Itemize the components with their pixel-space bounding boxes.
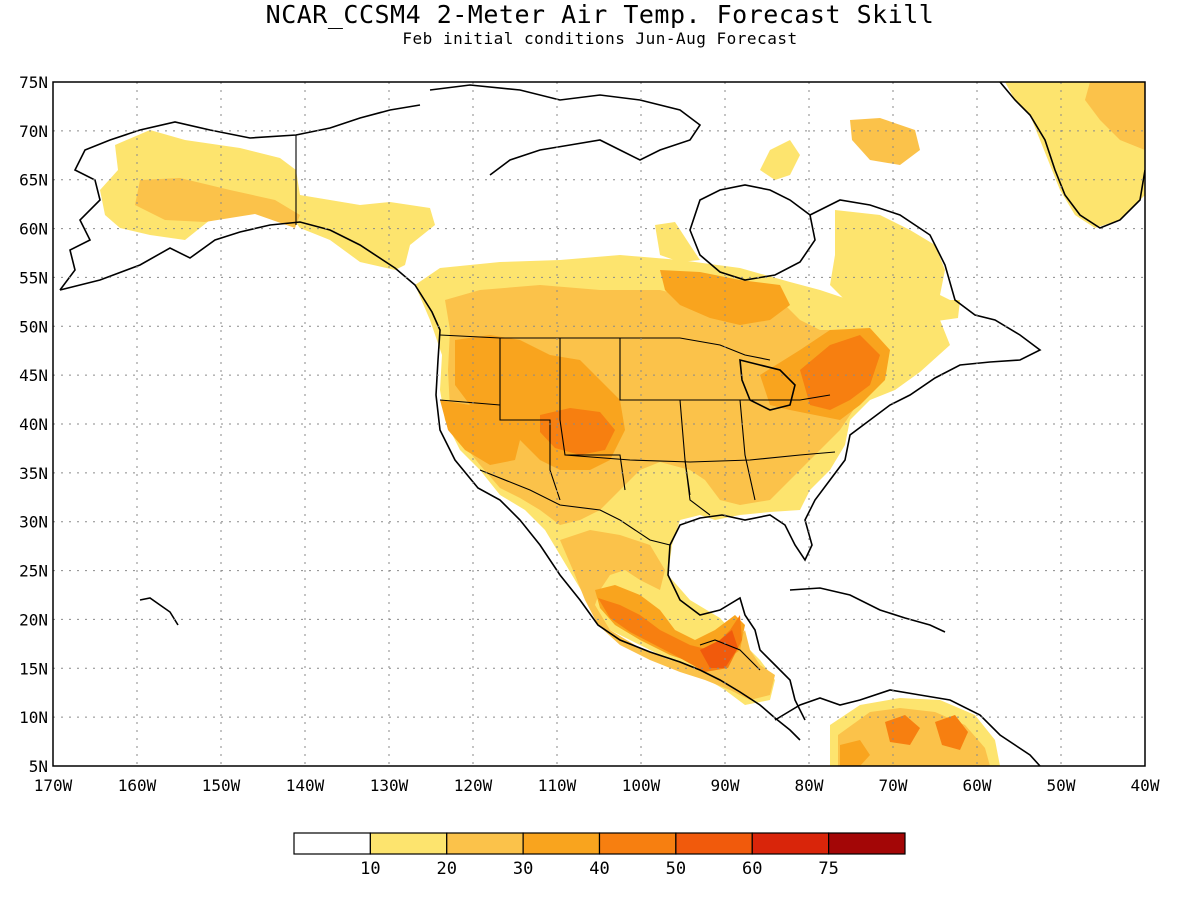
lon-tick-label: 150W: [202, 776, 241, 795]
longitude-axis: 170W 160W 150W 140W 130W 120W 110W 100W 90W 80W 70…: [34, 776, 1160, 795]
colorbar-swatch: [828, 832, 906, 855]
colorbar-swatch: [598, 832, 677, 855]
lat-tick-label: 35N: [19, 464, 48, 483]
skill-region-level-2: [760, 140, 800, 180]
lat-tick-label: 10N: [19, 708, 48, 727]
gridlines: [53, 82, 1145, 766]
skill-region-level-3: [850, 118, 920, 165]
lat-tick-label: 15N: [19, 659, 48, 678]
skill-region-level-3: [135, 178, 300, 228]
lat-tick-label: 50N: [19, 317, 48, 336]
colorbar-label: 60: [742, 859, 762, 879]
skill-region-level-3: [560, 530, 775, 700]
colorbar-swatch: [522, 832, 601, 855]
lon-tick-label: 170W: [34, 776, 73, 795]
colorbar-swatch: [446, 832, 524, 855]
colorbar-label: 50: [666, 859, 686, 879]
lat-tick-label: 40N: [19, 415, 48, 434]
lon-tick-label: 70W: [879, 776, 908, 795]
skill-region-level-5: [935, 715, 968, 750]
lat-tick-label: 75N: [19, 73, 48, 92]
lon-tick-label: 40W: [1131, 776, 1160, 795]
lat-tick-label: 25N: [19, 562, 48, 581]
coastlines: [59, 82, 1145, 766]
chart-title: NCAR_CCSM4 2-Meter Air Temp. Forecast Sk…: [265, 0, 935, 29]
lat-tick-label: 65N: [19, 171, 48, 190]
skill-region-level-4: [595, 585, 745, 665]
lon-tick-label: 130W: [370, 776, 409, 795]
lon-tick-label: 120W: [454, 776, 493, 795]
lon-tick-label: 100W: [622, 776, 661, 795]
colorbar-swatch: [751, 832, 830, 855]
colorbar-label: 20: [437, 859, 457, 879]
chart-subtitle: Feb initial conditions Jun-Aug Forecast: [402, 29, 798, 48]
skill-region-level-5: [800, 335, 880, 410]
colorbar-label: 10: [360, 859, 380, 879]
lat-tick-label: 70N: [19, 122, 48, 141]
lat-tick-label: 5N: [29, 757, 48, 776]
lat-tick-label: 30N: [19, 513, 48, 532]
lon-tick-label: 90W: [711, 776, 740, 795]
colorbar-label: 30: [513, 859, 533, 879]
lon-tick-label: 160W: [118, 776, 157, 795]
lat-tick-label: 20N: [19, 610, 48, 629]
colorbar-swatch: [293, 832, 371, 855]
lon-tick-label: 60W: [963, 776, 992, 795]
latitude-axis: 75N 70N 65N 60N 55N 50N 45N 40N 35N 30N 25N 20N 15N 1…: [19, 73, 48, 776]
skill-region-level-2: [655, 222, 700, 262]
lon-tick-label: 110W: [538, 776, 577, 795]
colorbar-swatch: [369, 832, 448, 855]
political-borders: [295, 135, 836, 671]
lat-tick-label: 55N: [19, 268, 48, 287]
skill-region-level-5: [540, 408, 615, 455]
skill-region-level-4: [840, 740, 870, 766]
skill-region-level-2: [830, 210, 960, 322]
lon-tick-label: 50W: [1047, 776, 1076, 795]
colorbar-swatch: [675, 832, 753, 855]
lat-tick-label: 60N: [19, 220, 48, 239]
skill-region-level-5: [885, 715, 920, 745]
colorbar-label: 40: [589, 859, 609, 879]
lat-tick-label: 45N: [19, 366, 48, 385]
lon-tick-label: 80W: [795, 776, 824, 795]
colorbar: 10 20 30 40 50 60 75: [293, 832, 906, 879]
skill-shading: [100, 82, 1145, 766]
colorbar-label: 75: [818, 859, 838, 879]
map-frame: [52, 81, 1146, 767]
lon-tick-label: 140W: [286, 776, 325, 795]
skill-region-level-6: [700, 630, 738, 668]
skill-region-level-3: [1085, 82, 1145, 150]
skill-region-level-4: [660, 270, 790, 325]
